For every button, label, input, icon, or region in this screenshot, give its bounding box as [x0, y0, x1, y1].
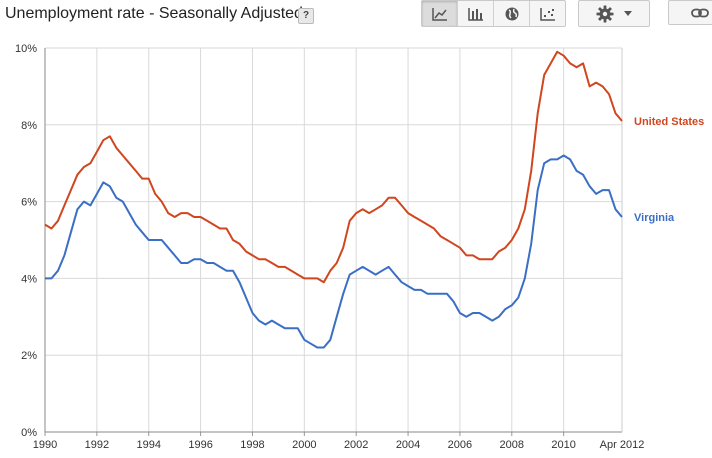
settings-button[interactable]: [578, 0, 650, 27]
y-tick-label: 2%: [21, 350, 37, 362]
scatter-icon: [539, 7, 555, 21]
y-tick-label: 0%: [21, 427, 37, 439]
x-tick-label: 1992: [85, 439, 109, 451]
line-chart-button[interactable]: [422, 1, 458, 26]
chart-type-toolbar: [421, 0, 566, 27]
y-tick-label: 4%: [21, 273, 37, 285]
bar-chart-icon: [467, 7, 483, 21]
scatter-chart-button[interactable]: [530, 1, 565, 26]
globe-icon: [505, 7, 518, 20]
chevron-down-icon: [624, 11, 632, 16]
series-line-united-states[interactable]: [44, 50, 623, 284]
legend-label-virginia[interactable]: Virginia: [634, 212, 675, 224]
link-icon: [691, 8, 709, 17]
x-end-label: Apr 2012: [600, 439, 645, 451]
y-tick-label: 6%: [21, 197, 37, 209]
map-chart-button[interactable]: [494, 1, 530, 26]
x-tick-label: 2008: [500, 439, 524, 451]
x-tick-label: 1996: [188, 439, 212, 451]
bar-chart-button[interactable]: [458, 1, 494, 26]
help-button[interactable]: ?: [298, 8, 314, 24]
y-tick-label: 10%: [15, 43, 37, 55]
page-title: Unemployment rate - Seasonally Adjusted: [5, 5, 303, 22]
x-tick-label: 1990: [33, 439, 57, 451]
x-tick-label: 2010: [551, 439, 575, 451]
series-line-virginia[interactable]: [45, 154, 623, 349]
x-tick-label: 2002: [344, 439, 368, 451]
y-tick-label: 8%: [21, 120, 37, 132]
header-bar: Unemployment rate - Seasonally Adjusted …: [0, 0, 712, 32]
x-tick-label: 1994: [136, 439, 160, 451]
link-button[interactable]: [668, 0, 712, 25]
legend-label-united-states[interactable]: United States: [634, 116, 704, 128]
line-chart-icon: [431, 7, 447, 21]
x-tick-label: 2000: [292, 439, 316, 451]
x-tick-label: 2006: [448, 439, 472, 451]
x-tick-label: 1998: [240, 439, 264, 451]
gear-icon: [596, 5, 614, 22]
x-tick-label: 2004: [396, 439, 420, 451]
